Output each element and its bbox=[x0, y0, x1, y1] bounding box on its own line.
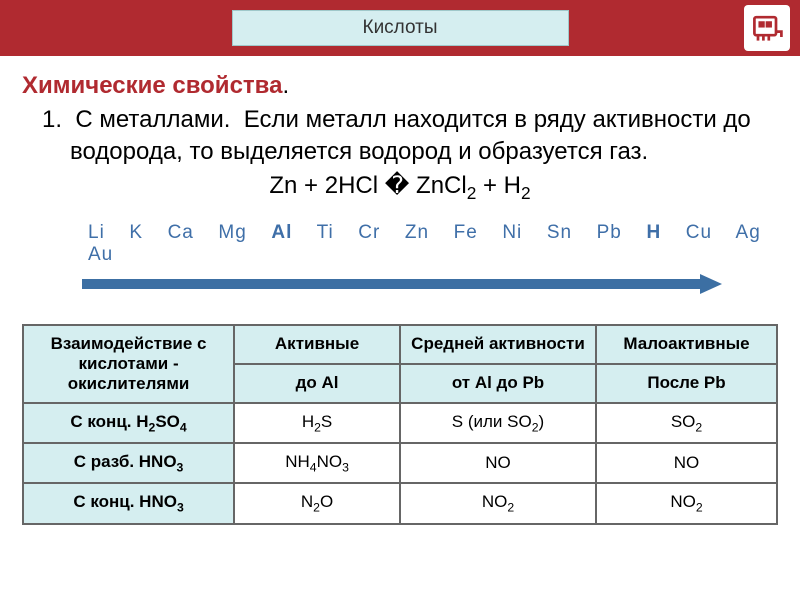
activity-arrow bbox=[82, 274, 722, 294]
element-list: Li K Ca Mg Al Ti Cr Zn Fe Ni Sn Pb H Cu … bbox=[82, 222, 778, 266]
table-subheader: от Al до Pb bbox=[400, 364, 596, 403]
table-row-header: С конц. HNO3 bbox=[23, 483, 234, 523]
table-row-header: С разб. HNO3 bbox=[23, 443, 234, 483]
point-text: С металлами. Если металл находится в ряд… bbox=[70, 106, 751, 165]
section-subtitle: Химические свойства. bbox=[22, 72, 778, 100]
table-subheader: После Pb bbox=[596, 364, 777, 403]
table-cell: NO2 bbox=[400, 483, 596, 523]
subtitle-text: Химические свойства bbox=[22, 72, 282, 99]
table-cell: N2O bbox=[234, 483, 400, 523]
bullet-point: 1. С металлами. Если металл находится в … bbox=[22, 104, 778, 169]
eq-part: ZnCl bbox=[409, 172, 466, 199]
table-cell: S (или SO2) bbox=[400, 403, 596, 443]
table-header: Малоактивные bbox=[596, 325, 777, 364]
table-header: Средней активности bbox=[400, 325, 596, 364]
table: Взаимодействие с кислотами - окислителям… bbox=[22, 324, 778, 525]
table-cell: H2S bbox=[234, 403, 400, 443]
table-cell: NO2 bbox=[596, 483, 777, 523]
table-header: Активные bbox=[234, 325, 400, 364]
content-area: Химические свойства. 1. С металлами. Есл… bbox=[0, 56, 800, 294]
table-cell: NH4NO3 bbox=[234, 443, 400, 483]
page-title: Кислоты bbox=[232, 10, 569, 46]
header-bar: Кислоты bbox=[0, 0, 800, 56]
table-cell: SO2 bbox=[596, 403, 777, 443]
reaction-table: Взаимодействие с кислотами - окислителям… bbox=[0, 324, 800, 525]
point-number: 1. bbox=[42, 106, 62, 133]
table-row-header: С конц. H2SO4 bbox=[23, 403, 234, 443]
table-cell: NO bbox=[596, 443, 777, 483]
table-cell: NO bbox=[400, 443, 596, 483]
eq-sub: 2 bbox=[521, 183, 531, 203]
eq-part: + H bbox=[476, 172, 521, 199]
logo-icon bbox=[744, 5, 790, 51]
equation: Zn + 2HCl � ZnCl2 + H2 bbox=[22, 171, 778, 204]
eq-sub: 2 bbox=[467, 183, 477, 203]
eq-arrow: � bbox=[385, 172, 410, 199]
eq-part: Zn + 2HCl bbox=[269, 172, 384, 199]
activity-series: Li K Ca Mg Al Ti Cr Zn Fe Ni Sn Pb H Cu … bbox=[22, 222, 778, 294]
table-subheader: до Al bbox=[234, 364, 400, 403]
table-header: Взаимодействие с кислотами - окислителям… bbox=[23, 325, 234, 403]
